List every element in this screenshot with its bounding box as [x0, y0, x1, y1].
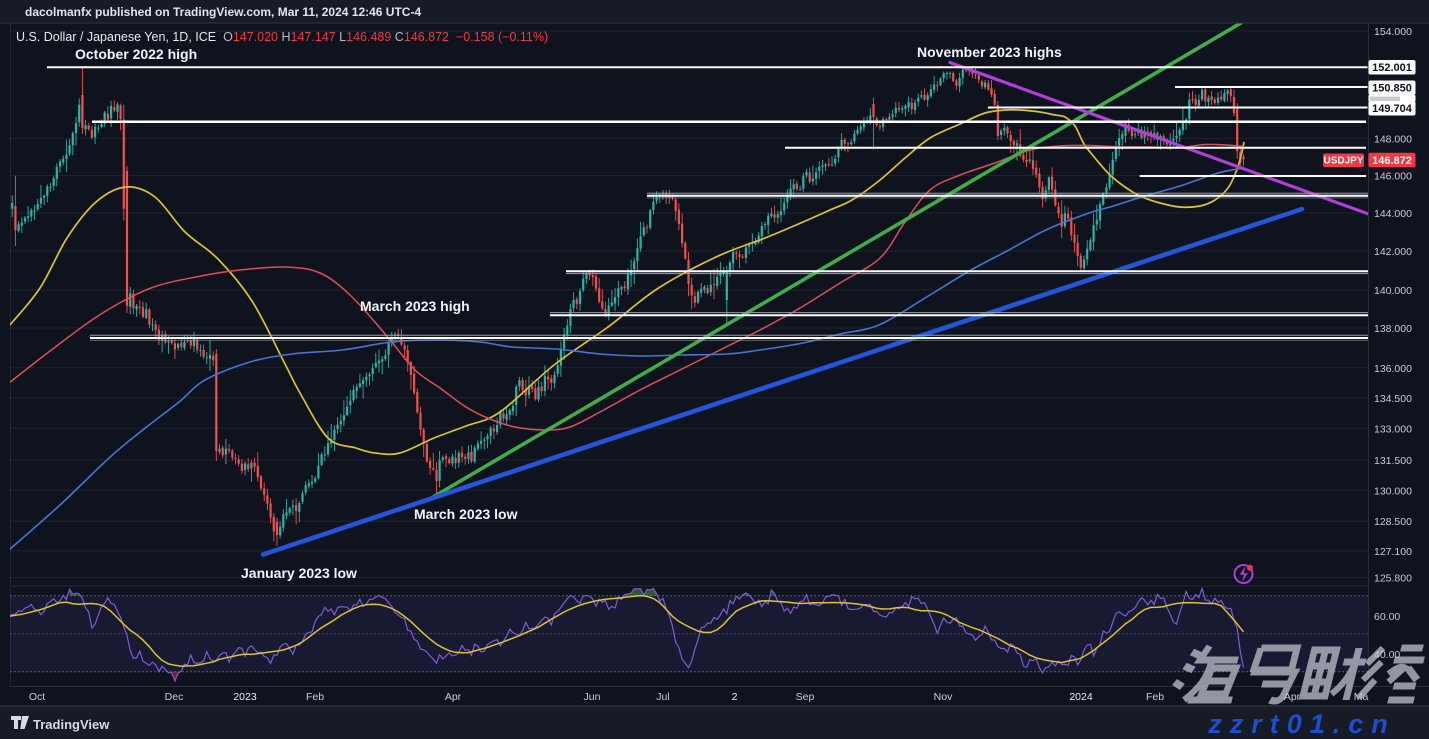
svg-text:Apr: Apr — [445, 691, 462, 703]
svg-text:Oct: Oct — [29, 691, 45, 703]
svg-text:2: 2 — [732, 691, 738, 703]
svg-text:149.704: 149.704 — [1372, 103, 1413, 115]
svg-text:January 2023 low: January 2023 low — [241, 565, 357, 581]
svg-text:Feb: Feb — [1146, 691, 1164, 703]
svg-text:130.000: 130.000 — [1374, 485, 1412, 497]
svg-text:40.00: 40.00 — [1374, 649, 1400, 661]
svg-text:Feb: Feb — [306, 691, 324, 703]
svg-text:2023: 2023 — [233, 691, 257, 703]
svg-text:131.500: 131.500 — [1374, 455, 1412, 467]
svg-text:October 2022 high: October 2022 high — [75, 46, 197, 62]
svg-text:125.800: 125.800 — [1374, 573, 1412, 585]
svg-text:dacolmanfx published on Tradin: dacolmanfx published on TradingView.com,… — [25, 5, 421, 19]
svg-text:140.000: 140.000 — [1374, 285, 1412, 297]
svg-text:November 2023 highs: November 2023 highs — [917, 44, 1062, 60]
svg-text:154.000: 154.000 — [1374, 26, 1412, 38]
svg-text:148.000: 148.000 — [1374, 134, 1412, 146]
svg-text:Jul: Jul — [656, 691, 669, 703]
svg-text:Jun: Jun — [584, 691, 601, 703]
svg-text:March 2023 low: March 2023 low — [414, 506, 518, 522]
svg-text:144.000: 144.000 — [1374, 208, 1412, 220]
svg-text:U.S. Dollar / Japanese Yen, 1D: U.S. Dollar / Japanese Yen, 1D, ICE O147… — [16, 30, 548, 44]
svg-text:136.000: 136.000 — [1374, 363, 1412, 375]
svg-text:zzrt01.cn: zzrt01.cn — [1207, 709, 1396, 739]
svg-text:146.000: 146.000 — [1374, 171, 1412, 183]
svg-text:138.000: 138.000 — [1374, 323, 1412, 335]
svg-text:Dec: Dec — [165, 691, 184, 703]
svg-text:150.850: 150.850 — [1372, 83, 1412, 95]
svg-text:142.000: 142.000 — [1374, 246, 1412, 258]
svg-text:March 2023 high: March 2023 high — [360, 298, 470, 314]
svg-text:133.000: 133.000 — [1374, 423, 1412, 435]
svg-text:60.00: 60.00 — [1374, 611, 1400, 623]
svg-text:Ma: Ma — [1354, 691, 1369, 703]
svg-text:2024: 2024 — [1069, 691, 1093, 703]
svg-text:USDJPY: USDJPY — [1323, 156, 1363, 167]
svg-text:128.500: 128.500 — [1374, 516, 1412, 528]
svg-text:TradingView: TradingView — [33, 717, 110, 732]
svg-text:Sep: Sep — [796, 691, 815, 703]
svg-text:134.500: 134.500 — [1374, 393, 1412, 405]
svg-text:146.872: 146.872 — [1372, 155, 1412, 167]
svg-text:Apr: Apr — [1284, 691, 1301, 703]
svg-text:Nov: Nov — [934, 691, 953, 703]
svg-text:152.001: 152.001 — [1372, 62, 1412, 74]
svg-text:127.100: 127.100 — [1374, 546, 1412, 558]
